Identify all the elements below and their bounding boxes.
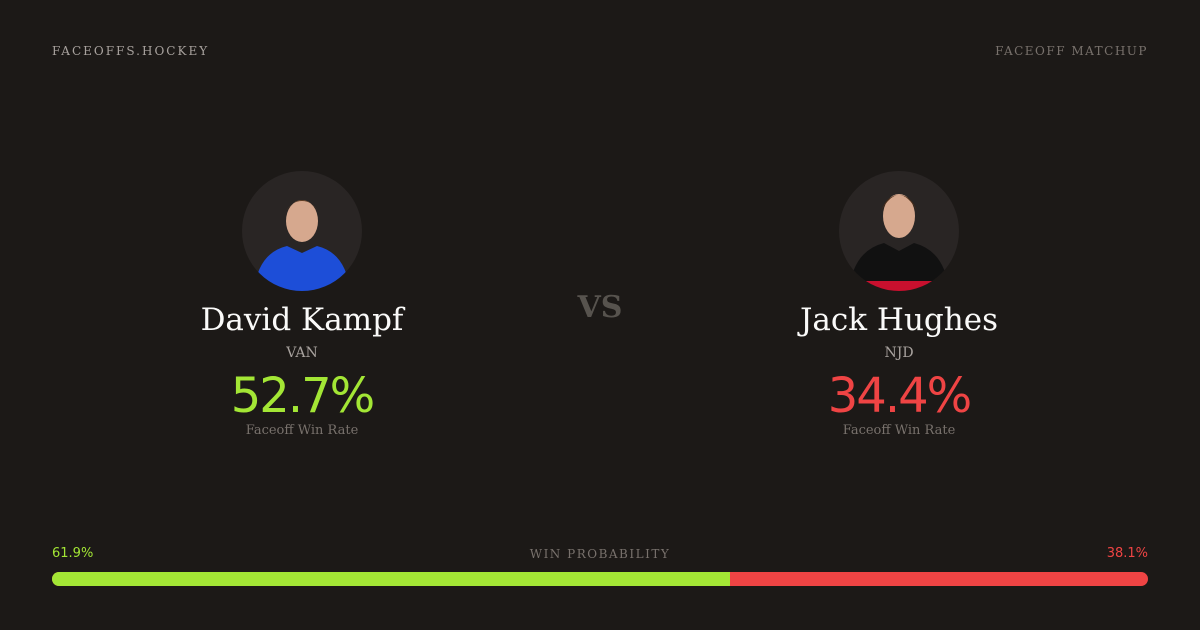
site-brand: FACEOFFS.HOCKEY <box>52 44 210 58</box>
player-card-right: Jack Hughes NJD 34.4% Faceoff Win Rate <box>699 171 1099 438</box>
player-name: David Kampf <box>200 302 404 338</box>
win-probability-bar <box>52 572 1148 586</box>
page-tag: FACEOFF MATCHUP <box>995 44 1148 58</box>
faceoff-rate-label: Faceoff Win Rate <box>842 423 956 438</box>
win-probability-label: WIN PROBABILITY <box>529 547 671 561</box>
faceoff-rate-label: Faceoff Win Rate <box>245 423 359 438</box>
player-team: NJD <box>884 345 914 361</box>
player-avatar <box>242 171 362 291</box>
player-avatar <box>839 171 959 291</box>
faceoff-rate: 52.7% <box>230 368 375 424</box>
win-probability-right: 38.1% <box>1106 546 1148 561</box>
win-probability-left: 61.9% <box>52 546 94 561</box>
vs-label: VS <box>577 290 623 325</box>
player-team: VAN <box>286 345 318 361</box>
win-probability-fill <box>52 572 731 586</box>
player-card-left: David Kampf VAN 52.7% Faceoff Win Rate <box>102 171 502 438</box>
faceoff-rate: 34.4% <box>827 368 972 424</box>
player-name: Jack Hughes <box>800 302 998 338</box>
